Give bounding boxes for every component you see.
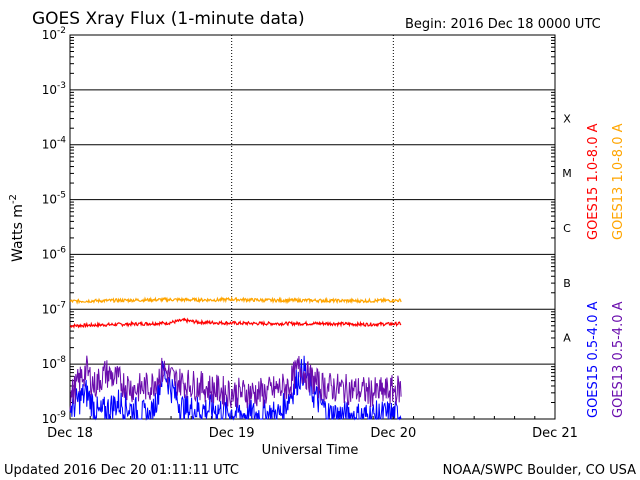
flare-class-M: M [562,167,572,180]
y-axis-label-group: Watts m-2 [8,194,26,262]
x-tick-label: Dec 20 [370,426,416,441]
flare-class-X: X [563,112,571,125]
y-tick-label: 10-8 [42,355,67,371]
legend-entry: GOES13 0.5-4.0 A [611,301,626,418]
series-goes15-0-5-4-0-a [69,355,402,421]
x-axis-ticks: Dec 18 Dec 19 Dec 20 Dec 21 [47,413,578,441]
y-tick-label: 10-7 [42,300,66,316]
series-goes15-1-0-8-0-a [69,317,402,329]
y-axis-label: Watts m [10,204,26,262]
y-tick-label: 10-9 [42,410,67,426]
legend-entry: GOES15 0.5-4.0 A [586,301,601,418]
data-series [69,295,402,421]
y-tick-label: 10-3 [42,81,66,97]
flare-class-B: B [563,277,571,290]
flare-class-A: A [563,332,571,345]
svg-text:Watts m-2: Watts m-2 [8,194,26,262]
flare-class-C: C [563,222,571,235]
y-axis-ticks: 10-2 10-3 10-4 10-5 10-6 10-7 10-8 10-9 [42,26,555,426]
y-tick-label: 10-4 [42,136,67,152]
legend: GOES15 1.0-8.0 A GOES13 1.0-8.0 A GOES15 0… [586,123,626,418]
y-tick-label: 10-6 [42,245,67,261]
legend-entry: GOES15 1.0-8.0 A [586,123,601,240]
y-tick-label: 10-5 [42,191,66,207]
y-axis-label-exponent: -2 [8,194,19,204]
begin-label: Begin: 2016 Dec 18 0000 UTC [405,17,601,32]
flare-class-labels: X M C B A [562,112,572,344]
plot-area [69,34,556,420]
x-tick-label: Dec 21 [532,426,578,441]
x-tick-label: Dec 19 [209,426,255,441]
x-tick-label: Dec 18 [47,426,93,441]
x-axis-label: Universal Time [262,443,359,458]
series-goes13-1-0-8-0-a [69,295,402,305]
source-credit: NOAA/SWPC Boulder, CO USA [443,463,636,478]
series-goes13-0-5-4-0-a [69,355,402,411]
grid-lines [70,35,555,419]
chart-title: GOES Xray Flux (1-minute data) [32,9,305,29]
legend-entry: GOES13 1.0-8.0 A [611,123,626,240]
updated-timestamp: Updated 2016 Dec 20 01:11:11 UTC [4,463,239,478]
y-tick-label: 10-2 [42,26,66,42]
